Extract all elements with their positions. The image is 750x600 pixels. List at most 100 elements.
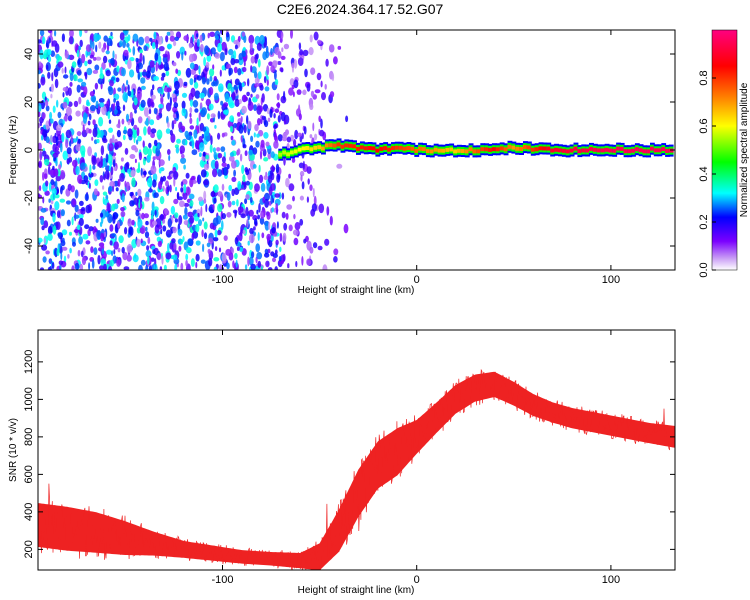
noise-cell (81, 256, 87, 266)
ridge-core (321, 146, 326, 151)
noise-cell (265, 141, 270, 147)
noise-cell (159, 107, 162, 115)
noise-cell (253, 226, 256, 231)
ridge-core (460, 149, 466, 153)
noise-cell (209, 31, 216, 37)
y-tick-label: 0 (23, 147, 35, 153)
ridge-core (352, 144, 357, 149)
noise-cell (42, 129, 48, 138)
noise-cell (333, 248, 339, 256)
noise-cell (92, 127, 98, 138)
noise-cell (48, 198, 51, 203)
noise-cell (79, 263, 84, 270)
noise-cell (223, 235, 228, 242)
noise-cell (117, 178, 121, 187)
noise-cell (126, 254, 132, 262)
noise-cell (136, 168, 141, 174)
noise-cell (187, 238, 194, 246)
noise-cell (274, 193, 281, 198)
noise-cell (45, 180, 49, 187)
noise-cell (56, 221, 61, 230)
noise-cell (152, 156, 156, 161)
noise-cell (176, 110, 179, 119)
noise-cell (76, 69, 82, 76)
noise-cell (240, 135, 243, 143)
noise-cell (137, 135, 142, 142)
ridge-core (554, 147, 559, 152)
noise-cell (176, 51, 181, 59)
noise-cell (234, 212, 237, 219)
noise-cell (163, 264, 167, 270)
noise-cell (209, 68, 215, 77)
noise-cell (56, 124, 62, 132)
noise-cell (241, 82, 245, 88)
noise-cell (78, 217, 84, 227)
noise-cell (189, 107, 193, 114)
y-tick-label: 800 (23, 428, 35, 446)
noise-cell (331, 73, 335, 82)
noise-cell (324, 83, 327, 90)
noise-cell (231, 200, 236, 206)
noise-cell (203, 179, 209, 186)
noise-cell (71, 265, 75, 270)
noise-cell (122, 91, 128, 102)
noise-cell (221, 220, 224, 231)
noise-cell (197, 212, 200, 218)
noise-cell (215, 35, 219, 41)
noise-cell (163, 62, 169, 72)
noise-cell (241, 66, 247, 73)
noise-cell (275, 239, 279, 246)
noise-cell (138, 151, 142, 161)
noise-cell (93, 226, 97, 231)
noise-cell (236, 112, 241, 117)
noise-cell (147, 147, 152, 157)
noise-cell (101, 47, 105, 53)
snr-x-axis-label: Height of straight line (km) (298, 585, 415, 596)
noise-cell (268, 221, 271, 230)
noise-cell (138, 36, 145, 46)
noise-cell (88, 262, 91, 270)
noise-cell (250, 65, 253, 73)
noise-cell (230, 135, 234, 141)
noise-cell (95, 218, 99, 223)
ridge-core (484, 147, 490, 152)
noise-cell (59, 264, 62, 270)
ridge-core (623, 149, 629, 154)
noise-cell (270, 233, 274, 242)
noise-cell (235, 259, 238, 268)
noise-cell (140, 238, 143, 244)
noise-cell (93, 188, 98, 196)
noise-cell (288, 183, 295, 192)
noise-cell (188, 193, 195, 200)
noise-cell (312, 242, 318, 249)
noise-cell (159, 213, 164, 221)
noise-cell (268, 240, 273, 248)
ridge-core (491, 147, 497, 152)
noise-cell (60, 209, 65, 217)
noise-cell (300, 174, 303, 182)
noise-cell (306, 166, 312, 174)
noise-cell (99, 212, 104, 218)
noise-cell (180, 181, 184, 188)
noise-cell (254, 183, 260, 192)
noise-cell (209, 75, 213, 82)
noise-cell (116, 129, 121, 138)
noise-cell (42, 171, 45, 181)
noise-cell (218, 247, 222, 253)
noise-cell (289, 78, 295, 87)
noise-cell (264, 221, 270, 231)
noise-cell (183, 35, 189, 41)
noise-cell (217, 153, 223, 159)
noise-cell (317, 245, 323, 251)
noise-cell (135, 57, 139, 63)
noise-cell (146, 245, 150, 251)
noise-cell (272, 166, 275, 173)
noise-cell (68, 156, 73, 163)
noise-cell (40, 207, 47, 213)
noise-cell (133, 97, 138, 106)
noise-cell (127, 218, 132, 228)
noise-cell (103, 157, 106, 163)
noise-cell (127, 120, 130, 126)
noise-cell (219, 264, 223, 270)
noise-cell (49, 265, 52, 270)
